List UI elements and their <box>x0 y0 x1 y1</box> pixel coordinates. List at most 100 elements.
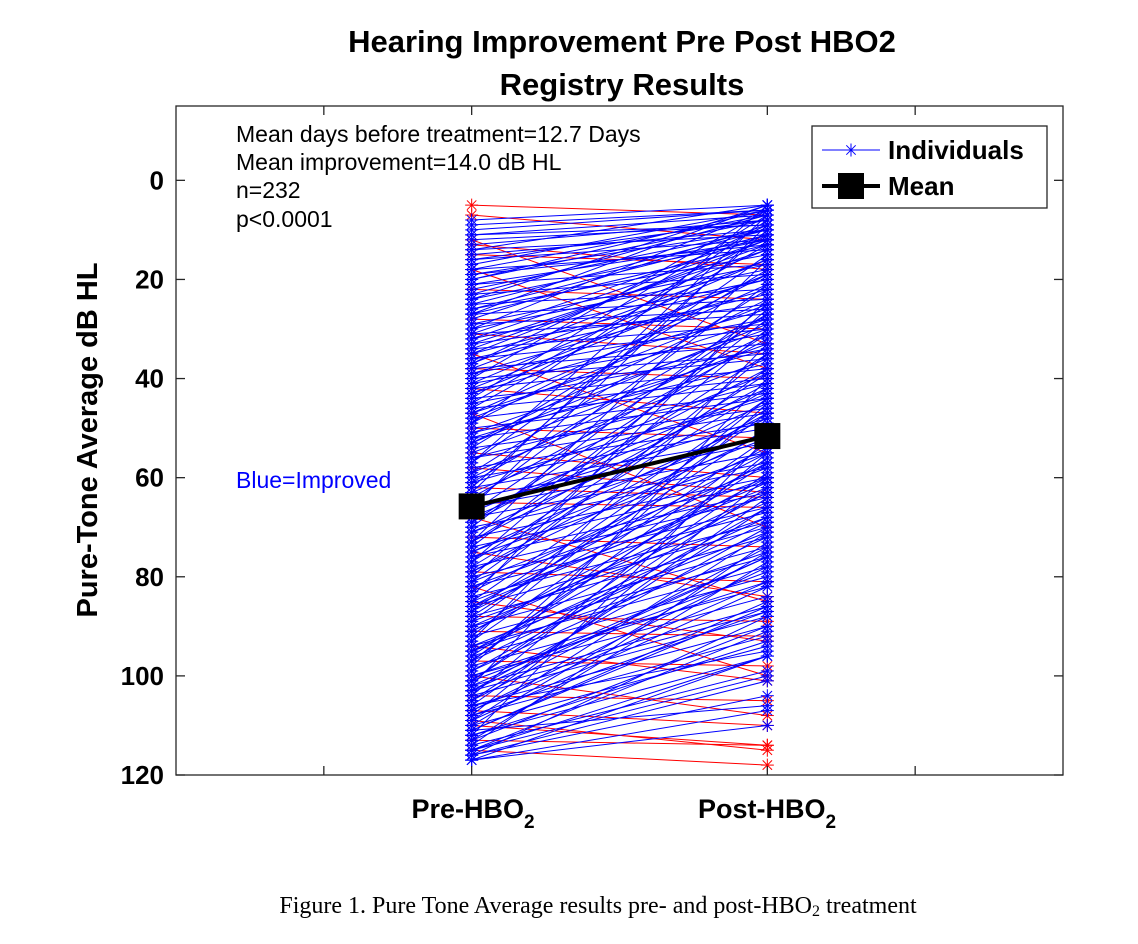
individual-line-improved <box>471 298 768 597</box>
individual-line-improved <box>471 209 768 231</box>
marker-post-improved <box>760 327 774 341</box>
y-tick-label: 40 <box>135 364 164 394</box>
individual-line-improved <box>471 724 768 761</box>
individual-line-improved <box>471 204 768 315</box>
star-stroke <box>466 601 477 612</box>
star-stroke <box>845 144 857 156</box>
individual-line-improved <box>471 606 768 731</box>
star-stroke <box>466 725 477 736</box>
x-tick-label-pre-sub: 2 <box>524 812 535 833</box>
marker-pre-improved <box>465 327 479 341</box>
individual-line-improved <box>471 259 768 370</box>
star-stroke <box>762 472 773 483</box>
chart-title-line-1: Hearing Improvement Pre Post HBO2 <box>348 24 896 59</box>
marker-pre-improved <box>465 471 479 485</box>
individual-line-improved <box>471 437 768 736</box>
legend-individuals-label: Individuals <box>888 135 1024 165</box>
star-stroke <box>762 388 773 399</box>
individual-line-improved <box>471 204 768 464</box>
individual-line-improved <box>471 427 768 617</box>
individual-line-improved <box>471 472 768 682</box>
chart: Hearing Improvement Pre Post HBO2 Regist… <box>72 24 1064 833</box>
annotation-blue-improved: Blue=Improved <box>236 467 391 493</box>
individual-line-improved <box>471 541 768 746</box>
star-stroke <box>466 383 477 394</box>
legend-individuals-star-icon <box>844 143 858 157</box>
star-stroke <box>762 537 773 548</box>
individual-line-improved <box>471 452 768 607</box>
individual-line-improved <box>471 383 768 543</box>
individual-line-improved <box>471 234 768 335</box>
individual-line-improved <box>471 283 768 414</box>
y-tick-label: 120 <box>121 760 164 790</box>
caption-subscript: 2 <box>812 903 821 920</box>
individual-line-improved <box>471 477 768 588</box>
individual-line-improved <box>471 506 768 702</box>
marker-post-worsened <box>760 743 774 757</box>
marker-pre-improved <box>465 600 479 614</box>
star-stroke <box>466 537 477 548</box>
individual-line-improved <box>471 501 768 627</box>
individual-line-improved <box>471 511 768 588</box>
star-stroke <box>762 279 773 290</box>
individual-line-improved <box>471 333 768 479</box>
star-stroke <box>466 254 477 265</box>
individual-line-improved <box>471 477 768 716</box>
star-stroke <box>762 517 773 528</box>
star-stroke <box>466 328 477 339</box>
individual-line-improved <box>471 363 768 434</box>
star-stroke <box>762 700 773 711</box>
marker-pre-improved <box>465 406 479 420</box>
star-stroke <box>466 755 477 766</box>
star-stroke <box>762 636 773 647</box>
marker-post-improved <box>760 575 774 589</box>
marker-post-improved <box>760 267 774 281</box>
x-tick-label-post: Post-HBO2 <box>698 794 836 833</box>
marker-pre-improved <box>465 699 479 713</box>
star-stroke <box>762 606 773 617</box>
star-stroke <box>466 626 477 637</box>
marker-pre-improved <box>465 723 479 737</box>
individual-line-improved <box>471 214 768 493</box>
individual-line-improved <box>471 442 768 662</box>
mean-marker-post <box>754 423 781 450</box>
marker-post-improved <box>760 471 774 485</box>
individual-line-improved <box>471 338 768 498</box>
individual-line-improved <box>471 655 768 736</box>
star-stroke <box>466 229 477 240</box>
y-tick-label: 60 <box>135 463 164 493</box>
individual-line-improved <box>471 452 768 508</box>
marker-post-improved <box>760 515 774 529</box>
x-tick-label-post-sub: 2 <box>825 812 836 833</box>
star-stroke <box>762 720 773 731</box>
star-stroke <box>466 274 477 285</box>
individual-line-improved <box>471 581 768 677</box>
individual-line-improved <box>471 368 768 583</box>
marker-post-improved <box>760 644 774 658</box>
individual-line-improved <box>471 437 768 642</box>
mean-marker-pre <box>458 493 485 520</box>
individual-line-improved <box>471 695 768 756</box>
individual-line-improved <box>471 655 768 751</box>
individual-line-improved <box>471 214 768 399</box>
individual-line-improved <box>471 278 768 340</box>
marker-pre-improved <box>465 679 479 693</box>
star-stroke <box>466 556 477 567</box>
individual-line-improved <box>471 492 768 632</box>
individual-line-improved <box>471 209 768 266</box>
marker-pre-improved <box>465 753 479 767</box>
mean-line <box>471 434 768 509</box>
star-stroke <box>466 616 477 627</box>
star-stroke <box>466 646 477 657</box>
star-stroke <box>466 309 477 320</box>
star-stroke <box>466 655 477 667</box>
individual-line-improved <box>471 214 768 295</box>
individual-line-improved <box>471 710 768 761</box>
axes-box <box>175 105 1064 776</box>
star-stroke <box>762 566 773 577</box>
individual-line-improved <box>471 397 768 602</box>
star-stroke <box>466 363 477 374</box>
individual-line-improved <box>471 209 768 330</box>
star-stroke <box>466 710 477 721</box>
individual-line-improved <box>471 318 768 548</box>
